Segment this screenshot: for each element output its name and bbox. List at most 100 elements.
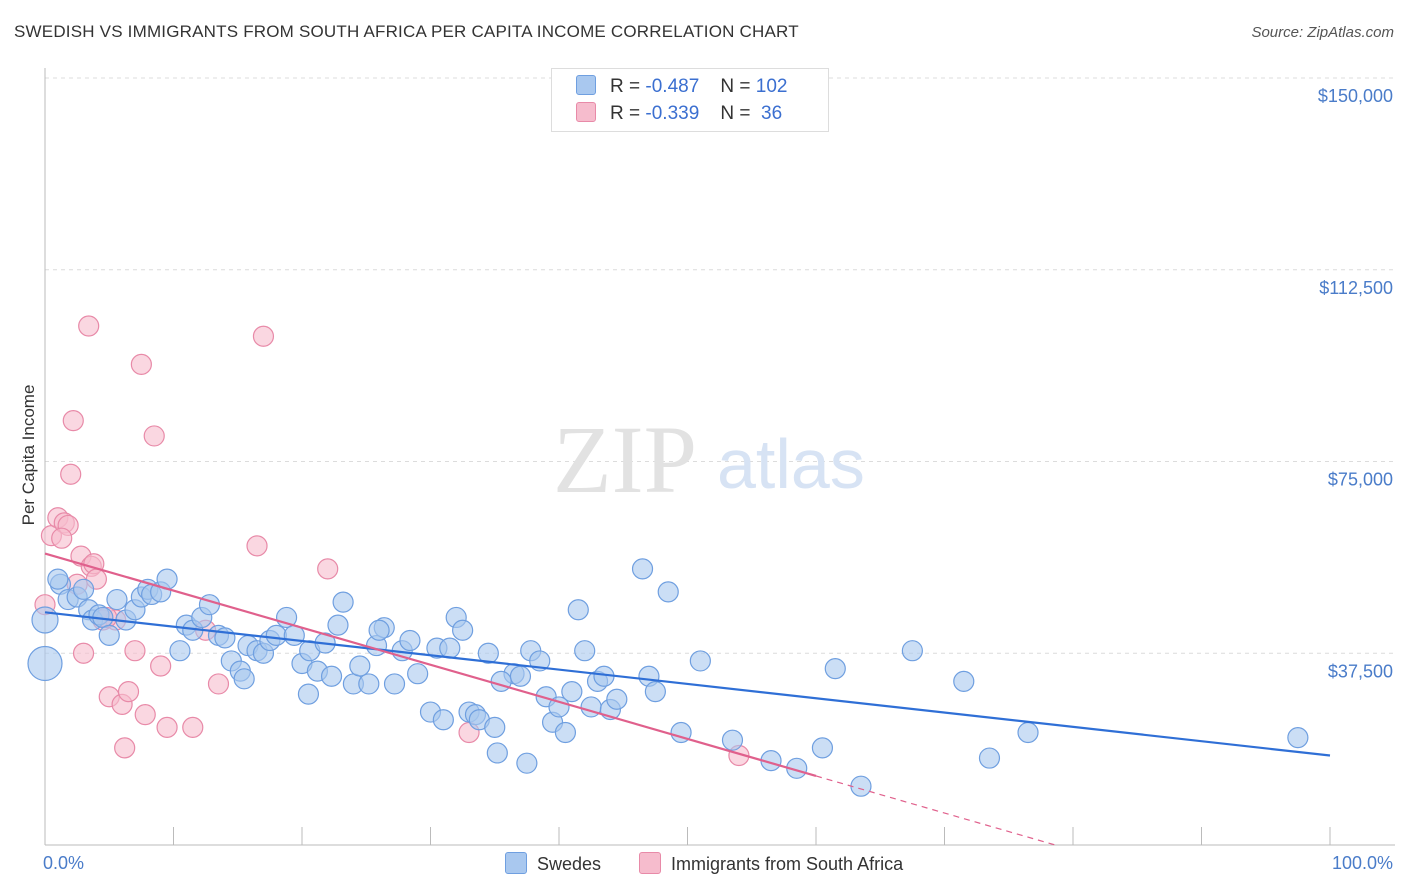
legend-n-value: 36 — [755, 103, 783, 124]
swedes-point — [689, 650, 711, 672]
south-africa-point — [246, 535, 268, 557]
swedes-trend-line — [44, 611, 1331, 757]
swedes-point — [432, 709, 454, 731]
south-africa-point — [317, 558, 339, 580]
swedes-point — [978, 747, 1001, 769]
legend-label-swedes: Swedes — [537, 854, 602, 874]
swedes-point — [368, 619, 390, 641]
south-africa-point — [60, 463, 82, 485]
swedes-point — [606, 688, 628, 710]
legend-r-value: -0.487 — [645, 76, 700, 97]
swedes-point — [320, 665, 343, 687]
swedes-point — [561, 680, 583, 703]
legend-swatch-swedes — [505, 852, 527, 874]
legend-n-label: N = — [720, 103, 751, 124]
trend-lines — [44, 552, 1331, 846]
swedes-point — [554, 721, 577, 744]
swedes-point — [47, 568, 69, 590]
swedes-point — [452, 619, 474, 641]
south-africa-point — [150, 655, 172, 677]
south-africa-point — [156, 716, 178, 738]
south-africa-point — [207, 673, 230, 695]
y-tick-label: $75,000 — [1328, 470, 1393, 490]
legend-r-label: R = — [610, 103, 641, 124]
swedes-point — [644, 680, 666, 703]
legend-row-swedes: R = -0.487 N = 102 — [576, 75, 787, 99]
swedes-point — [509, 665, 532, 687]
swedes-point — [439, 637, 461, 659]
swedes-point — [297, 683, 320, 705]
south-africa-point — [62, 409, 84, 432]
y-tick-label: $150,000 — [1318, 86, 1393, 106]
swedes-point — [657, 581, 679, 603]
swedes-point — [169, 640, 191, 662]
legend-item-swedes[interactable]: Swedes — [505, 852, 601, 875]
legend-swatch-south-africa — [576, 102, 596, 122]
swedes-point — [349, 655, 371, 677]
south-africa-point — [117, 680, 140, 703]
series-swedes — [27, 558, 1309, 797]
legend-n-value: 102 — [755, 76, 788, 97]
legend-row-south-africa: R = -0.339 N = 36 — [576, 102, 782, 126]
swedes-point — [31, 606, 59, 634]
watermark-atlas: atlas — [717, 425, 865, 503]
south-africa-point — [252, 325, 275, 347]
south-africa-point — [182, 716, 204, 738]
swedes-point — [901, 640, 923, 662]
swedes-point — [490, 670, 512, 692]
legend-swatch-south-africa — [639, 852, 661, 874]
south-africa-point — [114, 737, 136, 759]
y-axis-title: Per Capita Income — [19, 385, 38, 526]
south-africa-trend-line — [44, 552, 817, 778]
swedes-point — [233, 668, 255, 690]
swedes-point — [358, 673, 380, 695]
swedes-point — [265, 624, 287, 646]
swedes-point — [1287, 727, 1309, 749]
swedes-point — [332, 591, 354, 613]
y-tick-label: $37,500 — [1328, 661, 1393, 681]
legend-label-south-africa: Immigrants from South Africa — [671, 854, 904, 874]
swedes-point — [1017, 721, 1039, 744]
south-africa-point — [78, 315, 100, 337]
source-label: Source: ZipAtlas.com — [1251, 24, 1394, 41]
south-africa-trend-extension — [815, 775, 1056, 846]
swedes-point — [574, 640, 596, 662]
grid-lines — [45, 77, 1395, 654]
swedes-point — [516, 752, 538, 774]
series-legend: Swedes Immigrants from South Africa — [0, 852, 1406, 878]
swedes-point — [824, 657, 846, 680]
legend-swatch-swedes — [576, 75, 596, 95]
axes — [44, 68, 1395, 846]
swedes-point — [198, 594, 221, 616]
south-africa-point — [130, 353, 152, 375]
chart-title: SWEDISH VS IMMIGRANTS FROM SOUTH AFRICA … — [14, 22, 799, 41]
correlation-legend: R = -0.487 N = 102 R = -0.339 N = 36 — [551, 68, 829, 132]
swedes-point — [484, 716, 506, 738]
swedes-point — [106, 588, 128, 611]
swedes-point — [567, 599, 589, 621]
south-africa-point — [51, 527, 73, 549]
swedes-point — [383, 673, 406, 695]
series-south-africa — [34, 315, 750, 767]
legend-n-label: N = — [720, 76, 751, 97]
legend-r-label: R = — [610, 76, 641, 97]
y-tick-label: $112,500 — [1319, 278, 1393, 298]
south-africa-point — [124, 640, 146, 662]
swedes-point — [407, 663, 429, 685]
swedes-point — [98, 624, 120, 646]
x-tick-label: 100.0% — [1332, 853, 1393, 873]
watermark: ZIP atlas — [553, 406, 865, 513]
legend-item-south-africa[interactable]: Immigrants from South Africa — [639, 852, 903, 875]
swedes-point — [953, 670, 975, 692]
south-africa-point — [143, 425, 165, 447]
swedes-point — [631, 558, 654, 580]
tick-labels: $37,500 $75,000 $112,500 $150,000 0.0% 100.0% — [43, 86, 1393, 873]
south-africa-point — [134, 704, 156, 726]
watermark-zip: ZIP — [553, 406, 697, 513]
swedes-point — [72, 578, 95, 600]
x-tick-label: 0.0% — [43, 853, 84, 873]
legend-r-value: -0.339 — [645, 103, 700, 124]
swedes-point — [477, 642, 499, 664]
swedes-point — [850, 775, 872, 797]
